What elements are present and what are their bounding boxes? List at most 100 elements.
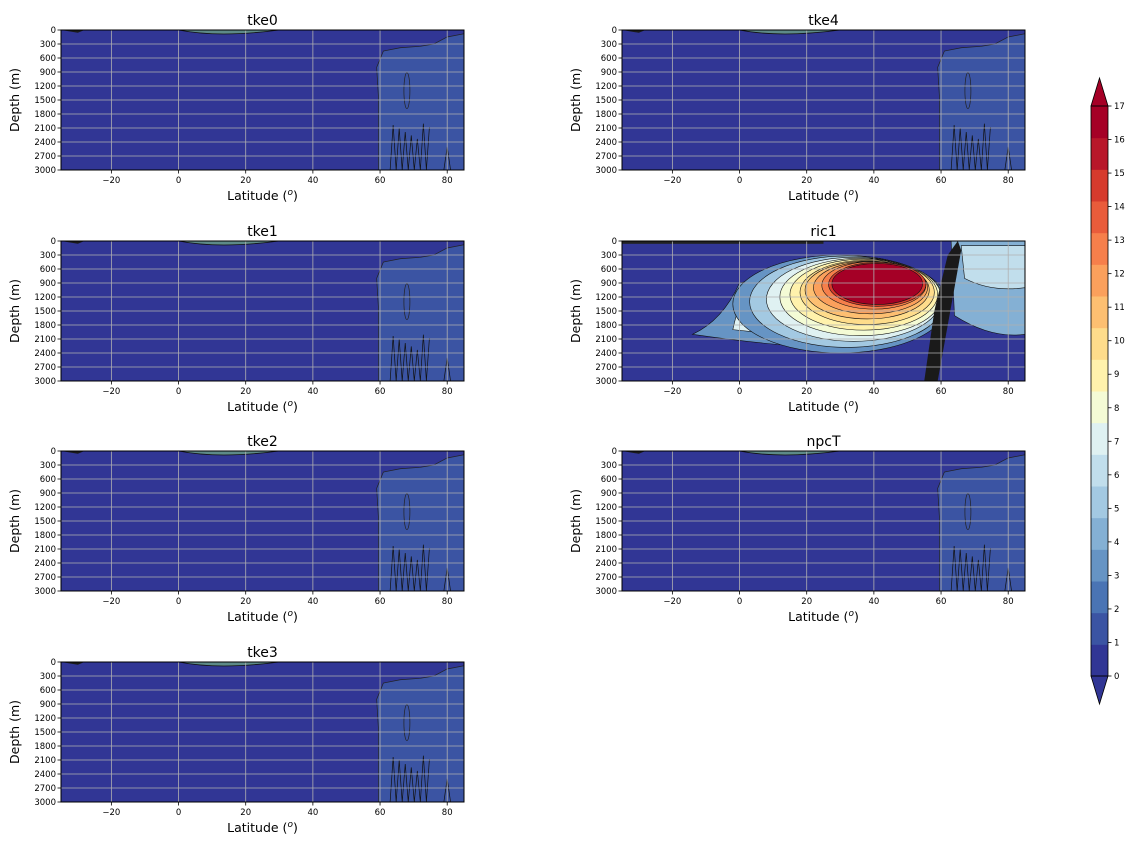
y-tick-label: 3000 bbox=[595, 166, 617, 176]
y-tick-label: 600 bbox=[40, 686, 56, 696]
panel-tke2: −20 0 20 40 60 80 0 300 600 900 1200 1500 1800 2100 24… bbox=[7, 434, 465, 624]
y-tick-label: 1500 bbox=[34, 307, 56, 317]
north-region bbox=[376, 33, 464, 170]
surface-strip bbox=[622, 241, 824, 244]
x-tick-label: 80 bbox=[442, 176, 453, 186]
x-tick-label: 0 bbox=[737, 597, 742, 607]
colorbar-tick-label: 8 bbox=[1114, 404, 1119, 414]
y-axis-label: Depth (m) bbox=[568, 68, 583, 132]
x-tick-label: 80 bbox=[442, 808, 453, 818]
y-tick-label: 1200 bbox=[34, 293, 56, 303]
y-tick-label: 2400 bbox=[34, 349, 56, 359]
y-tick-label: 2700 bbox=[34, 784, 56, 794]
x-tick-label: 0 bbox=[176, 176, 181, 186]
surface-tick bbox=[61, 451, 85, 454]
y-tick-label: 2100 bbox=[34, 545, 56, 555]
y-tick-label: 2400 bbox=[595, 559, 617, 569]
colorbar-tick-label: 10 bbox=[1114, 337, 1125, 347]
x-tick-label: −20 bbox=[102, 808, 120, 818]
x-tick-label: 60 bbox=[936, 387, 947, 397]
y-tick-label: 600 bbox=[601, 265, 617, 275]
north-contour-loop bbox=[964, 72, 972, 110]
colorbar-segment bbox=[1091, 137, 1108, 170]
x-tick-label: 40 bbox=[868, 387, 879, 397]
colorbar-tick-label: 12 bbox=[1114, 270, 1125, 280]
surface-tick bbox=[622, 30, 646, 33]
y-tick-label: 300 bbox=[601, 251, 617, 261]
x-tick-label: 80 bbox=[442, 387, 453, 397]
y-tick-label: 1200 bbox=[595, 293, 617, 303]
colorbar-segment bbox=[1091, 232, 1108, 265]
x-tick-label: 40 bbox=[307, 387, 318, 397]
y-tick-label: 2100 bbox=[595, 335, 617, 345]
panel-tke3: −20 0 20 40 60 80 0 300 600 900 1200 1500 1800 2100 24… bbox=[7, 645, 465, 835]
x-tick-label: 20 bbox=[240, 176, 251, 186]
y-tick-label: 600 bbox=[601, 54, 617, 64]
y-tick-label: 3000 bbox=[34, 587, 56, 597]
x-tick-label: −20 bbox=[663, 597, 681, 607]
y-tick-label: 1500 bbox=[595, 96, 617, 106]
x-tick-label: 80 bbox=[1003, 387, 1014, 397]
y-tick-label: 0 bbox=[612, 447, 617, 457]
y-tick-label: 2700 bbox=[595, 573, 617, 583]
y-tick-label: 0 bbox=[51, 658, 56, 668]
y-tick-label: 600 bbox=[601, 475, 617, 485]
north-contour-loop bbox=[964, 493, 972, 531]
y-tick-label: 0 bbox=[51, 26, 56, 36]
colorbar-tick-label: 17 bbox=[1114, 102, 1125, 112]
x-tick-label: 0 bbox=[176, 808, 181, 818]
x-axis-label: Latitude (o) bbox=[227, 399, 298, 414]
y-tick-label: 0 bbox=[612, 237, 617, 247]
colorbar-segment bbox=[1091, 391, 1108, 424]
north-region bbox=[376, 244, 464, 381]
y-tick-label: 1500 bbox=[34, 517, 56, 527]
surface-tick bbox=[61, 30, 85, 33]
colorbar-segment bbox=[1091, 359, 1108, 392]
x-tick-label: 40 bbox=[307, 597, 318, 607]
y-axis-label: Depth (m) bbox=[568, 279, 583, 343]
y-tick-label: 2100 bbox=[595, 124, 617, 134]
x-tick-label: −20 bbox=[102, 387, 120, 397]
y-tick-label: 2100 bbox=[34, 124, 56, 134]
x-tick-label: 20 bbox=[801, 176, 812, 186]
y-tick-label: 2100 bbox=[34, 335, 56, 345]
colorbar-extend-min bbox=[1090, 675, 1109, 706]
x-tick-label: 20 bbox=[801, 387, 812, 397]
colorbar-tick-label: 15 bbox=[1114, 169, 1125, 179]
y-tick-label: 1200 bbox=[595, 503, 617, 513]
y-tick-label: 2700 bbox=[34, 573, 56, 583]
x-tick-label: 80 bbox=[1003, 597, 1014, 607]
y-tick-label: 1500 bbox=[595, 517, 617, 527]
y-tick-label: 300 bbox=[40, 461, 56, 471]
x-tick-label: 20 bbox=[240, 808, 251, 818]
y-tick-label: 1500 bbox=[34, 728, 56, 738]
north-contour-loop bbox=[403, 72, 411, 110]
y-tick-label: 2100 bbox=[34, 756, 56, 766]
y-tick-label: 1800 bbox=[595, 321, 617, 331]
north-bottom-contours bbox=[950, 544, 991, 591]
panel-ric1: −20 0 20 40 60 80 0 300 600 900 1200 1500 1800 2100 24… bbox=[568, 224, 1026, 414]
y-tick-label: 2400 bbox=[595, 138, 617, 148]
x-tick-label: 40 bbox=[307, 808, 318, 818]
x-axis-label: Latitude (o) bbox=[227, 188, 298, 203]
panel-title: npcT bbox=[806, 434, 840, 450]
y-tick-label: 1200 bbox=[34, 714, 56, 724]
north-contour-loop bbox=[403, 283, 411, 321]
y-axis-label: Depth (m) bbox=[7, 68, 22, 132]
y-axis-label: Depth (m) bbox=[7, 279, 22, 343]
y-tick-label: 2400 bbox=[34, 770, 56, 780]
colorbar-tick-label: 11 bbox=[1114, 303, 1125, 313]
north-bottom-contours bbox=[389, 334, 430, 381]
y-tick-label: 600 bbox=[40, 265, 56, 275]
north-bottom-contours bbox=[389, 123, 430, 170]
x-axis-label: Latitude (o) bbox=[788, 188, 859, 203]
colorbar-tick-label: 1 bbox=[1114, 638, 1119, 648]
x-tick-label: 60 bbox=[936, 176, 947, 186]
x-tick-label: 60 bbox=[936, 597, 947, 607]
colorbar-segment bbox=[1091, 644, 1108, 677]
y-tick-label: 1500 bbox=[34, 96, 56, 106]
colorbar-segment bbox=[1091, 169, 1108, 202]
x-tick-label: 20 bbox=[240, 387, 251, 397]
colorbar-tick-label: 5 bbox=[1114, 504, 1119, 514]
